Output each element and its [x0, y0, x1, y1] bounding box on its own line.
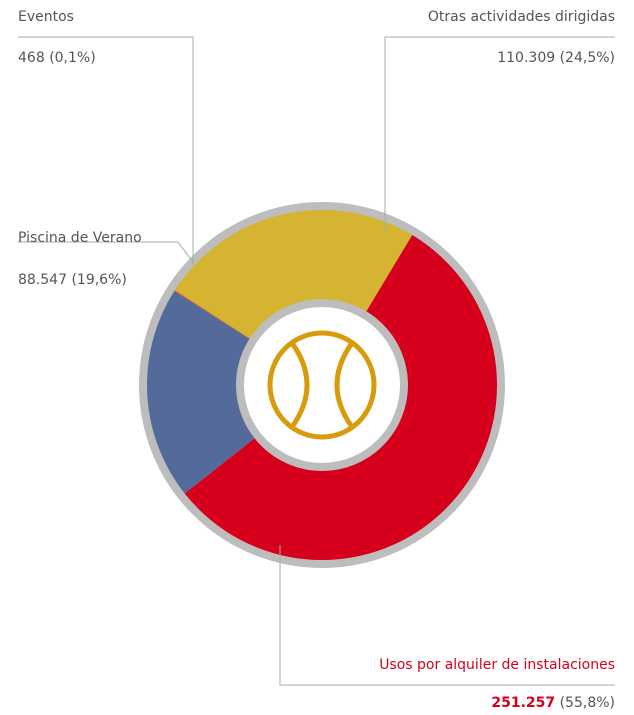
slice — [144, 289, 257, 496]
leader-line — [18, 241, 194, 263]
value-label: 88.547 (19,6%) — [18, 272, 127, 288]
label: Piscina de Verano — [18, 230, 142, 246]
inner-ring — [236, 299, 408, 471]
value-label: 251.257 (55,8%) — [491, 695, 615, 711]
leader-line — [384, 36, 615, 232]
slice — [182, 232, 500, 563]
label: Otras actividades dirigidas — [428, 9, 615, 25]
label: Usos por alquiler de instalaciones — [379, 657, 615, 673]
label: Eventos — [18, 9, 74, 25]
slice — [171, 288, 252, 340]
leader-line — [279, 545, 615, 686]
leader-line — [18, 36, 194, 265]
value-label: 110.309 (24,5%) — [497, 50, 615, 66]
tennis-ball-icon — [267, 330, 377, 440]
value-label: 468 (0,1%) — [18, 50, 96, 66]
outer-ring — [139, 202, 505, 568]
